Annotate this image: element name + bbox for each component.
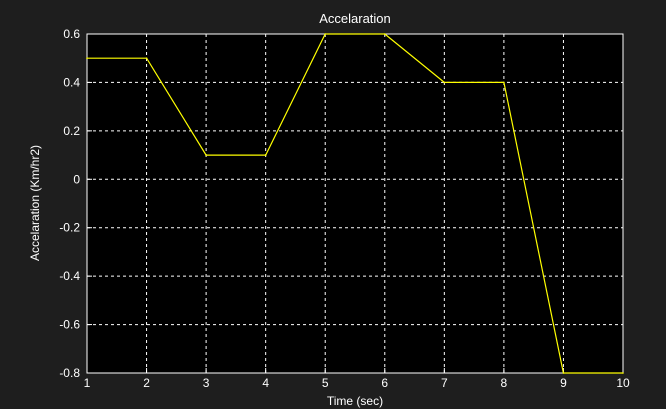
y-axis-label: Accelaration (Km/hr2) bbox=[28, 145, 42, 261]
data-point bbox=[145, 57, 148, 60]
x-tick-label: 1 bbox=[84, 376, 91, 390]
data-point bbox=[264, 154, 267, 156]
x-tick-label: 2 bbox=[143, 376, 150, 390]
y-tick-label: -0.4 bbox=[59, 269, 80, 283]
tick-labels: 1 2 3 4 5 6 7 8 9 10 0.6 0.4 0.2 0 -0.2 -0.4 -0.6 -0.8 bbox=[59, 27, 630, 390]
y-tick-label: 0.6 bbox=[63, 27, 80, 41]
chart-title: Accelaration bbox=[319, 11, 391, 26]
data-point bbox=[503, 81, 505, 84]
series-line bbox=[87, 33, 623, 374]
data-point bbox=[86, 57, 88, 60]
y-tick-label: 0.4 bbox=[63, 75, 80, 89]
y-tick-label: 0 bbox=[73, 172, 80, 186]
x-tick-label: 6 bbox=[381, 376, 388, 390]
x-tick-label: 5 bbox=[322, 376, 329, 390]
x-axis-label: Time (sec) bbox=[327, 394, 383, 408]
x-tick-label: 7 bbox=[441, 376, 448, 390]
x-tick-label: 8 bbox=[501, 376, 508, 390]
data-point bbox=[622, 372, 624, 374]
plot-area bbox=[86, 33, 624, 374]
x-tick-label: 10 bbox=[616, 376, 630, 390]
y-tick-label: -0.2 bbox=[59, 221, 80, 235]
data-point bbox=[324, 33, 327, 35]
data-point bbox=[443, 81, 446, 84]
x-tick-label: 3 bbox=[203, 376, 210, 390]
y-tick-label: -0.8 bbox=[59, 366, 80, 380]
x-tick-label: 9 bbox=[560, 376, 567, 390]
x-tick-label: 4 bbox=[262, 376, 269, 390]
y-tick-label: 0.2 bbox=[63, 124, 80, 138]
data-point bbox=[562, 372, 565, 374]
y-tick-label: -0.6 bbox=[59, 318, 80, 332]
data-point bbox=[383, 33, 386, 35]
series-layer bbox=[86, 33, 624, 374]
data-point bbox=[205, 154, 207, 156]
